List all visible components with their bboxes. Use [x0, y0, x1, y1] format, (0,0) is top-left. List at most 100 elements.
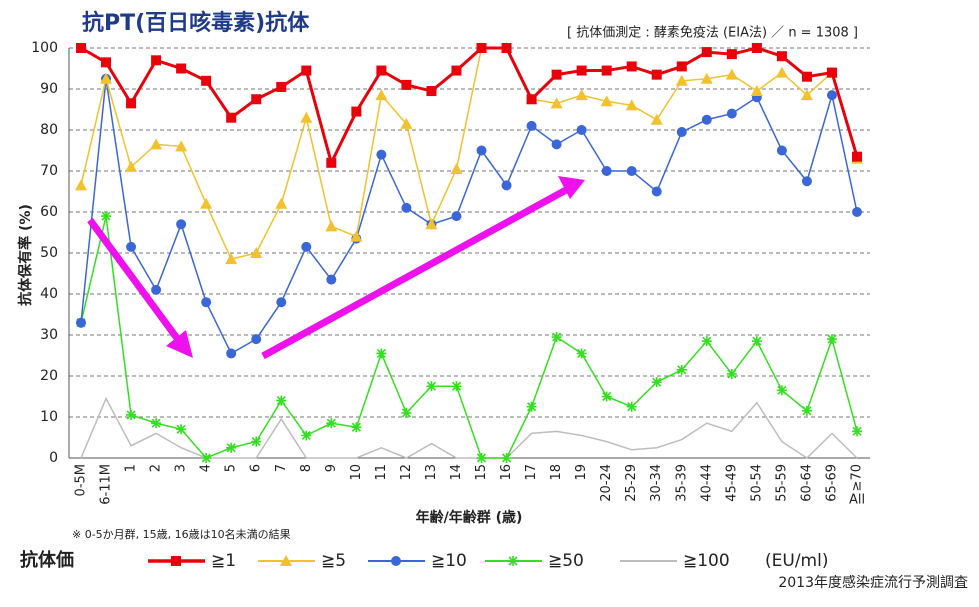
data-point: [676, 364, 687, 375]
arrow-down: [87, 217, 185, 348]
x-tick-label: 17: [524, 464, 539, 481]
data-point: [576, 348, 587, 359]
series-line: [80, 215, 858, 459]
data-point: [325, 220, 338, 232]
y-tick-label: 50: [40, 245, 58, 261]
data-point: [826, 334, 837, 345]
subtitle: [ 抗体価測定 : 酵素免疫法 (EIA法) ／ n = 1308 ]: [567, 25, 858, 41]
x-tick-label: 13: [424, 464, 439, 481]
data-point: [526, 94, 537, 105]
x-tick-label: 10: [349, 464, 364, 481]
legend-marker: [391, 556, 401, 566]
data-point: [451, 65, 462, 76]
data-point: [776, 385, 787, 396]
x-tick-label: 6: [249, 464, 264, 472]
legend-marker: [171, 556, 181, 566]
data-point: [551, 69, 562, 80]
y-tick-label: 20: [40, 368, 58, 384]
data-point: [576, 125, 587, 135]
data-point: [601, 391, 612, 402]
y-tick-label: 0: [49, 450, 58, 466]
data-point: [225, 253, 238, 265]
y-tick-label: 30: [40, 327, 58, 343]
x-tick-label: 6-11M: [99, 464, 114, 505]
data-point: [201, 297, 212, 308]
legend-unit: (EU/ml): [765, 551, 828, 571]
y-axis-label: 抗体保有率 (%): [17, 204, 34, 306]
data-point: [350, 230, 363, 242]
x-tick-label: 18: [549, 464, 564, 481]
x-tick-label: 0-5M: [74, 464, 89, 496]
data-point: [351, 422, 362, 433]
data-point: [126, 241, 137, 252]
data-point: [600, 95, 613, 107]
data-point: [126, 409, 137, 420]
data-point: [751, 336, 762, 347]
data-point: [250, 247, 263, 258]
legend-label: ≧50: [548, 551, 584, 571]
x-tick-label: 60-64: [799, 464, 814, 502]
data-point: [151, 55, 162, 66]
y-tick-label: 90: [40, 81, 58, 97]
data-point: [575, 89, 588, 101]
data-point: [501, 453, 512, 463]
x-tick-label: 30-34: [649, 464, 664, 502]
legend-title: 抗体価: [20, 549, 74, 571]
x-tick-label: 25-29: [624, 464, 639, 502]
x-tick-label: 20-24: [599, 464, 614, 502]
data-point: [176, 219, 187, 230]
x-tick-label-extra: All: [849, 493, 865, 508]
data-point: [226, 442, 237, 453]
data-point: [375, 89, 388, 101]
legend-marker: [508, 556, 518, 566]
data-point: [476, 145, 487, 156]
data-point: [200, 197, 213, 209]
data-point: [326, 157, 337, 168]
data-point: [76, 317, 86, 328]
data-point: [100, 72, 113, 84]
data-point: [526, 401, 537, 412]
data-point: [126, 98, 137, 109]
x-tick-label: 12: [399, 464, 414, 481]
data-point: [751, 43, 762, 53]
data-point: [201, 453, 212, 463]
series-line: [80, 47, 858, 261]
data-point: [626, 61, 637, 72]
data-point: [726, 368, 737, 379]
data-point: [776, 145, 787, 156]
data-point: [726, 108, 737, 119]
y-tick-label: 100: [31, 40, 58, 56]
data-point: [775, 66, 788, 78]
data-point: [201, 75, 212, 86]
data-point: [351, 106, 362, 117]
data-point: [651, 186, 662, 197]
data-point: [426, 381, 437, 392]
x-tick-label: 14: [449, 464, 464, 481]
data-point: [800, 89, 813, 101]
legend-label: ≧5: [321, 551, 346, 571]
x-tick-label: ≥70: [850, 464, 865, 491]
arrow-head: [558, 176, 585, 199]
legend-label: ≧100: [683, 551, 730, 571]
data-point: [301, 65, 312, 76]
data-point: [300, 111, 313, 123]
data-point: [276, 81, 287, 92]
x-tick-label: 19: [574, 464, 589, 481]
data-point: [852, 207, 862, 217]
data-point: [451, 211, 462, 222]
data-point: [550, 97, 563, 109]
data-point: [776, 51, 787, 62]
annotation-arrows: [87, 176, 585, 360]
data-point: [675, 74, 688, 86]
data-point: [401, 407, 412, 418]
data-point: [501, 180, 512, 191]
y-tick-label: 60: [40, 204, 58, 220]
data-point: [826, 90, 837, 101]
data-point: [125, 160, 138, 172]
data-point: [376, 149, 387, 160]
data-point: [451, 381, 462, 392]
chart-title: 抗PT(百日咳毒素)抗体: [82, 10, 310, 36]
data-point: [101, 57, 112, 68]
data-point: [376, 348, 387, 359]
